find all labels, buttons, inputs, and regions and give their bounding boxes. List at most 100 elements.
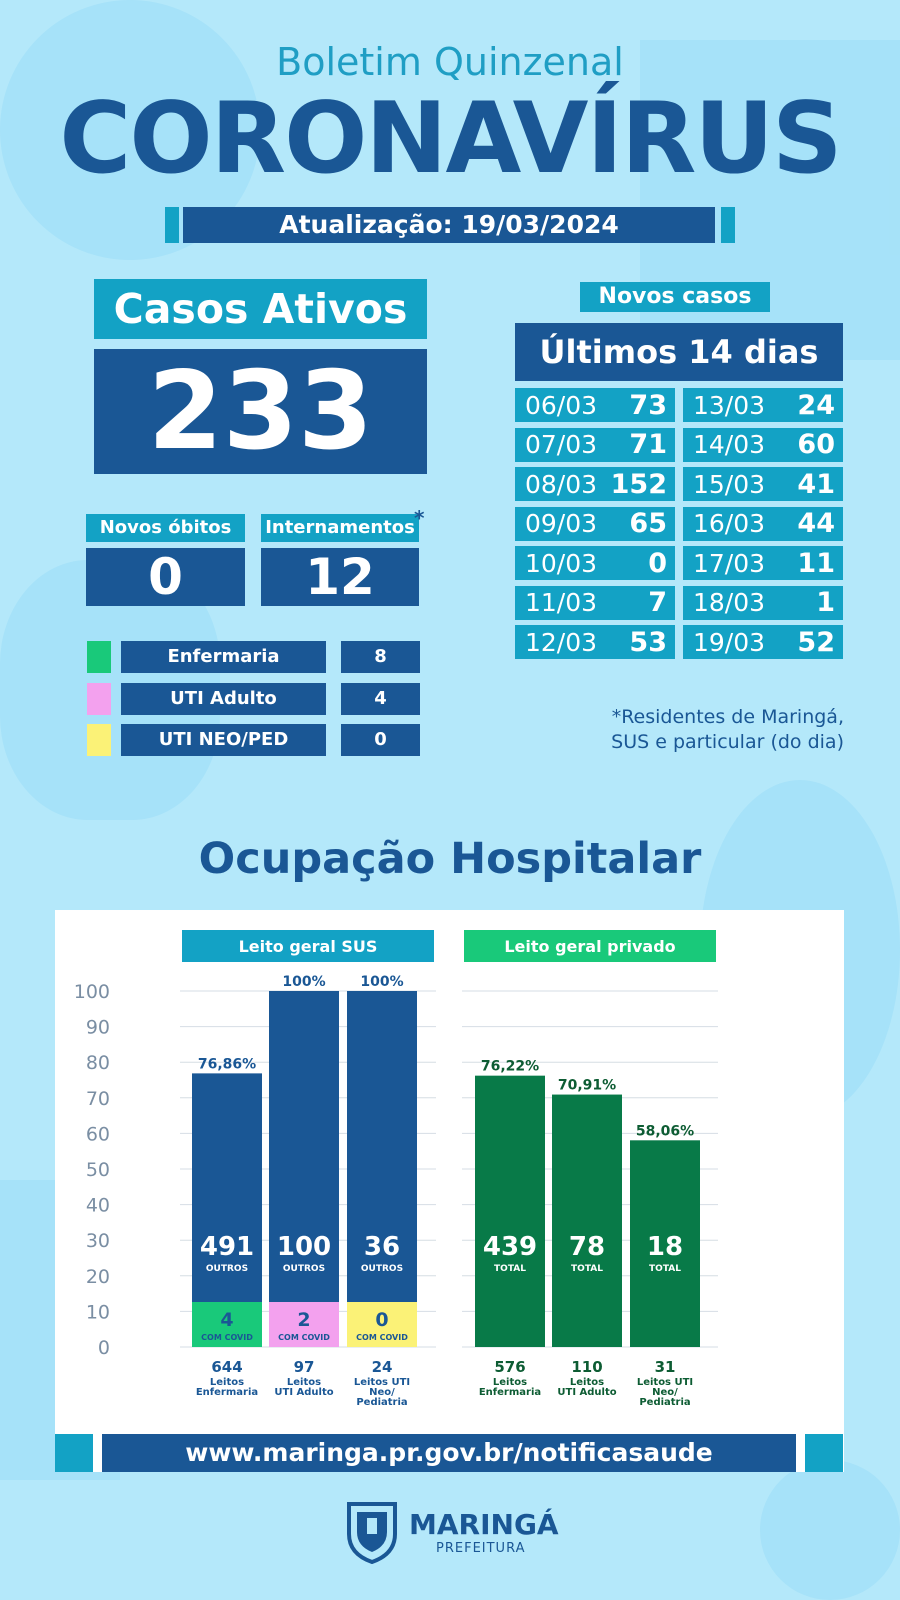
bar-category-label: Leitos UTI <box>637 1377 693 1388</box>
legend-label-enfermaria: Enfermaria <box>121 641 326 673</box>
bulletin-subtitle: Boletim Quinzenal <box>276 40 624 84</box>
group-header <box>464 930 716 962</box>
legend-swatch-uti-adulto <box>87 683 111 715</box>
day-date: 16/03 <box>693 509 766 538</box>
footnote-line-1: *Residentes de Maringá, <box>611 706 844 728</box>
legend-value-enfermaria: 8 <box>341 641 420 673</box>
bar-category-label: Neo/ <box>369 1387 395 1398</box>
bar-category-label: Leitos <box>570 1377 604 1388</box>
bar-category-label: Leitos <box>210 1377 244 1388</box>
bar-total-beds: 24 <box>372 1358 393 1376</box>
y-tick-label: 20 <box>86 1266 110 1288</box>
day-date: 10/03 <box>525 548 598 578</box>
day-date: 19/03 <box>693 627 766 657</box>
bar-covid-segment <box>269 1302 339 1347</box>
bar-total-beds: 576 <box>494 1358 525 1376</box>
city-hall-label: PREFEITURA <box>436 1541 526 1556</box>
active-cases-value: 233 <box>94 349 427 474</box>
day-date: 18/03 <box>693 588 766 617</box>
bar-percent-label: 100% <box>360 974 403 990</box>
hospitalizations-label: Internamentos <box>261 514 419 542</box>
bar-count-label: 439 <box>483 1232 537 1262</box>
bar-count-label: 491 <box>200 1232 254 1262</box>
day-date: 15/03 <box>693 469 766 499</box>
notification-url-link[interactable]: www.maringa.pr.gov.br/notificasaude <box>102 1434 796 1472</box>
legend-swatch-uti-neo-ped <box>87 724 111 756</box>
day-new-cases: 71 <box>629 429 667 460</box>
y-tick-label: 70 <box>86 1088 110 1110</box>
bar-total-beds: 31 <box>655 1358 676 1376</box>
update-bar-right-cap <box>721 207 735 243</box>
bar-count-caption: OUTROS <box>206 1264 248 1274</box>
y-tick-label: 100 <box>74 981 110 1003</box>
bar-category-label: UTI Adulto <box>557 1387 616 1398</box>
city-crest-icon <box>341 1498 403 1565</box>
bar <box>475 1075 545 1347</box>
y-tick-label: 0 <box>98 1337 110 1359</box>
bar <box>192 1073 262 1347</box>
url-bar-left-cap <box>55 1434 93 1472</box>
bar <box>347 991 417 1347</box>
day-date: 17/03 <box>693 548 766 578</box>
day-date: 08/03 <box>525 469 598 499</box>
footnote-line-2: SUS e particular (do dia) <box>611 731 844 753</box>
y-tick-label: 60 <box>86 1123 110 1145</box>
day-date: 11/03 <box>525 588 598 617</box>
bar-percent-label: 58,06% <box>636 1123 694 1139</box>
day-new-cases: 41 <box>797 468 835 500</box>
bar-category-label: Leitos UTI <box>354 1377 410 1388</box>
y-tick-label: 40 <box>86 1195 110 1217</box>
new-cases-period: Últimos 14 dias <box>515 323 843 381</box>
day-cell: 15/03 41 <box>683 467 843 501</box>
legend-value-uti-adulto: 4 <box>341 683 420 715</box>
day-cell: 17/03 11 <box>683 546 843 580</box>
new-deaths-label: Novos óbitos <box>86 514 245 542</box>
bar-category-label: Neo/ <box>652 1387 678 1398</box>
legend-value-uti-neo-ped: 0 <box>341 724 420 756</box>
day-date: 06/03 <box>525 390 598 420</box>
legend-label-uti-adulto: UTI Adulto <box>121 683 326 715</box>
bar-percent-label: 100% <box>282 974 325 990</box>
day-cell: 12/03 53 <box>515 625 675 659</box>
url-bar-right-cap <box>805 1434 843 1472</box>
day-cell: 09/03 65 <box>515 506 675 541</box>
bar-count-label: 36 <box>364 1232 400 1262</box>
day-cell: 13/03 24 <box>683 388 843 422</box>
day-new-cases: 44 <box>797 508 835 539</box>
y-tick-label: 50 <box>86 1159 110 1181</box>
day-cell: 07/03 71 <box>515 427 675 462</box>
occupancy-chart-panel: 100 90 80 70 60 50 40 30 20 10 0 Leito geral SUS 76,… <box>55 910 844 1472</box>
bar-category-label: Pediatria <box>639 1397 690 1408</box>
day-new-cases: 60 <box>797 429 835 460</box>
hospital-occupancy-title: Ocupação Hospitalar <box>198 834 702 884</box>
bar-count-label: 18 <box>647 1232 683 1262</box>
group-header-label: Leito geral privado <box>504 937 675 956</box>
active-cases-label: Casos Ativos <box>94 279 427 339</box>
day-new-cases: 73 <box>629 389 667 421</box>
day-new-cases: 53 <box>629 626 667 658</box>
bar-percent-label: 76,22% <box>481 1059 539 1075</box>
bar-covid-caption: COM COVID <box>356 1333 408 1342</box>
day-new-cases: 0 <box>648 547 667 579</box>
day-cell: 14/03 60 <box>683 427 843 462</box>
day-date: 12/03 <box>525 627 598 657</box>
bar-category-label: Leitos <box>287 1377 321 1388</box>
new-cases-label: Novos casos <box>580 282 770 312</box>
day-new-cases: 24 <box>797 389 835 421</box>
bar-category-label: Pediatria <box>356 1397 407 1408</box>
update-bar-left-cap <box>165 207 179 243</box>
day-cell: 16/03 44 <box>683 506 843 541</box>
group-header <box>182 930 434 962</box>
y-tick-label: 30 <box>86 1230 110 1252</box>
day-cell: 18/03 1 <box>683 585 843 620</box>
day-new-cases: 11 <box>797 547 835 579</box>
footnote: *Residentes de Maringá, SUS e particular… <box>590 705 844 755</box>
update-date-bar: Atualização: 19/03/2024 <box>183 207 715 243</box>
bar <box>630 1140 700 1347</box>
y-tick-label: 90 <box>86 1017 110 1039</box>
day-date: 09/03 <box>525 509 598 538</box>
bar-count-caption: OUTROS <box>361 1264 403 1274</box>
bar-covid-count: 0 <box>375 1309 388 1331</box>
bar-percent-label: 76,86% <box>198 1056 256 1072</box>
